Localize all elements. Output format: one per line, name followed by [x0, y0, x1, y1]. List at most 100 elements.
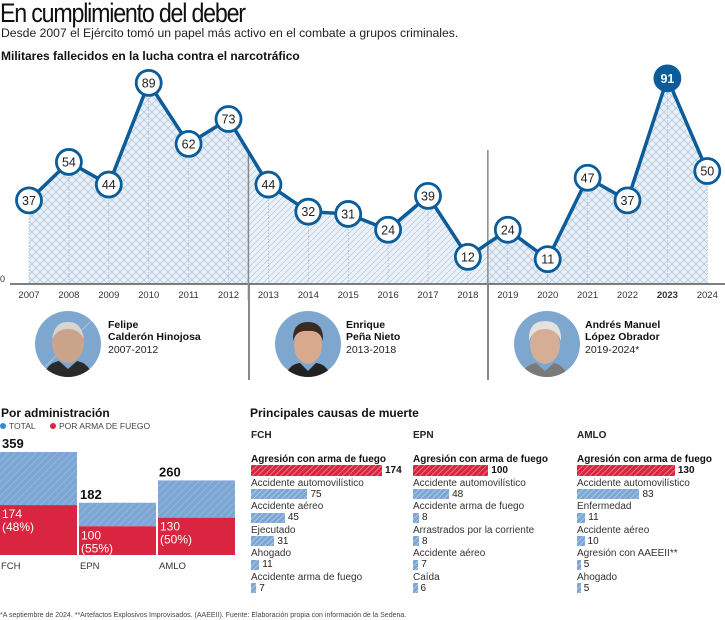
cause-row: Agresión con arma de fuego 130 — [577, 454, 712, 478]
data-label: 89 — [142, 76, 156, 90]
data-point: 73 — [214, 105, 243, 133]
x-tick-label: EPN — [80, 561, 100, 572]
y-tick-label: 0 — [0, 274, 5, 284]
data-point: 37 — [15, 186, 43, 215]
x-tick-label: 2016 — [378, 290, 399, 300]
president-first-name: Andrés Manuel — [585, 319, 661, 331]
president-years: 2007-2012 — [108, 344, 159, 356]
data-point: 47 — [573, 163, 602, 192]
data-label: 31 — [341, 207, 355, 221]
admin-chart-title: Por administración — [1, 406, 110, 420]
data-point: 24 — [374, 215, 403, 244]
x-tick-label: 2021 — [577, 290, 598, 300]
data-point: 44 — [254, 170, 283, 199]
cause-row: Accidente automovilístico 83 — [577, 478, 712, 502]
cause-label: Ahogado — [577, 571, 618, 583]
data-point: 37 — [613, 186, 642, 215]
data-label: 39 — [421, 189, 435, 203]
portrait-lopez-obrador-icon — [514, 311, 580, 377]
cause-label: Agresión con arma de fuego — [413, 454, 549, 465]
cause-value: 7 — [421, 559, 427, 570]
data-label: 11 — [541, 253, 554, 267]
cause-row: Accidente automovilístico 48 — [413, 478, 548, 502]
data-label: 73 — [222, 113, 236, 127]
data-label: 24 — [501, 223, 515, 237]
data-point: 54 — [55, 148, 83, 176]
data-point: 32 — [294, 197, 323, 226]
data-label: 32 — [301, 205, 315, 219]
bar-total — [0, 452, 77, 506]
footer-note: *A septiembre de 2024. **Artefactos Expl… — [0, 612, 407, 619]
x-tick-label: 2013 — [258, 290, 279, 300]
cause-bar — [413, 559, 419, 570]
cause-value: 45 — [287, 512, 299, 523]
data-label: 37 — [621, 194, 635, 208]
causes-group-title: FCH — [251, 430, 272, 441]
bar-firearm-label: 174 — [2, 507, 22, 521]
admin-bar-chart: 359 174(48%) FCH 182 100(55%) EPN 260 130(50%) A… — [0, 436, 235, 572]
portrait-pena-nieto-icon — [275, 311, 341, 377]
line-chart-title: Militares fallecidos en la lucha contra … — [1, 49, 300, 63]
data-label: 91 — [660, 72, 674, 86]
period-area-1 — [29, 82, 249, 284]
data-point: 31 — [334, 200, 363, 228]
cause-value: 83 — [642, 488, 654, 500]
cause-label: Accidente automovilístico — [577, 477, 690, 489]
causes-chart-title: Principales causas de muerte — [250, 406, 419, 420]
bar-firearm-label: 100 — [81, 528, 101, 542]
page-title: En cumplimiento del deber — [0, 0, 246, 28]
period-area-3 — [487, 78, 708, 284]
causes-group-amlo: AMLO Agresión con arma de fuego 130 Acciden… — [577, 430, 712, 595]
legend-firearm: POR ARMA DE FUEGO — [58, 420, 151, 431]
cause-value: 8 — [422, 535, 428, 547]
causes-group-epn: EPN Agresión con arma de fuego 100 Accident… — [413, 430, 548, 595]
bar-total-label: 182 — [80, 487, 102, 502]
x-tick-label: 2017 — [417, 290, 438, 300]
cause-label: Accidente aéreo — [251, 501, 324, 512]
cause-row: Caída 6 — [413, 572, 548, 596]
legend-total: TOTAL — [9, 420, 36, 431]
x-tick-label: 2007 — [18, 290, 39, 300]
x-tick-label: 2020 — [537, 290, 558, 300]
cause-value: 8 — [422, 512, 428, 523]
president-first-name: Felipe — [108, 319, 139, 331]
x-tick-label: 2015 — [338, 290, 359, 300]
cause-bar — [413, 512, 420, 523]
causes-group-fch: FCH Agresión con arma de fuego 174 Accident… — [251, 430, 402, 595]
x-tick-label: 2024 — [697, 290, 718, 300]
x-tick-label: 2011 — [178, 290, 198, 300]
cause-row: Agresión con arma de fuego 174 — [251, 454, 402, 478]
x-tick-label: 2008 — [58, 290, 79, 300]
cause-value: 11 — [262, 559, 273, 570]
cause-bar — [413, 536, 420, 546]
cause-label: Ahogado — [251, 548, 292, 559]
period-divider — [248, 285, 250, 380]
cause-row: Agresión con AAEEII** 5 — [577, 548, 712, 572]
period-area-2 — [248, 151, 488, 284]
data-point: 39 — [414, 181, 442, 210]
data-label: 44 — [261, 178, 275, 192]
bar-firearm-percent: (48%) — [2, 520, 34, 534]
cause-bar — [577, 559, 581, 570]
x-tick-label: 2012 — [218, 290, 239, 300]
president-last-name: López Obrador — [585, 331, 660, 343]
cause-row: Accidente aéreo 10 — [577, 525, 712, 549]
cause-bar — [577, 465, 675, 476]
cause-bar — [251, 465, 382, 476]
cause-bar — [251, 536, 275, 546]
data-label: 12 — [461, 250, 475, 264]
cause-value: 75 — [310, 488, 322, 500]
president-last-name: Calderón Hinojosa — [108, 331, 201, 343]
cause-label: Accidente automovilístico — [413, 477, 526, 489]
cause-value: 5 — [583, 559, 590, 570]
cause-label: Accidente arma de fuego — [251, 571, 363, 583]
legend-dot-firearm-icon — [49, 422, 56, 429]
cause-label: Arrastrados por la corriente — [413, 524, 535, 536]
data-label: 44 — [102, 178, 116, 192]
cause-value: 10 — [587, 535, 599, 547]
cause-value: 11 — [588, 512, 599, 523]
cause-label: Enfermedad — [577, 501, 632, 512]
cause-row: Ahogado 5 — [577, 572, 712, 596]
cause-label: Ejecutado — [251, 524, 296, 536]
period-divider — [487, 285, 489, 380]
